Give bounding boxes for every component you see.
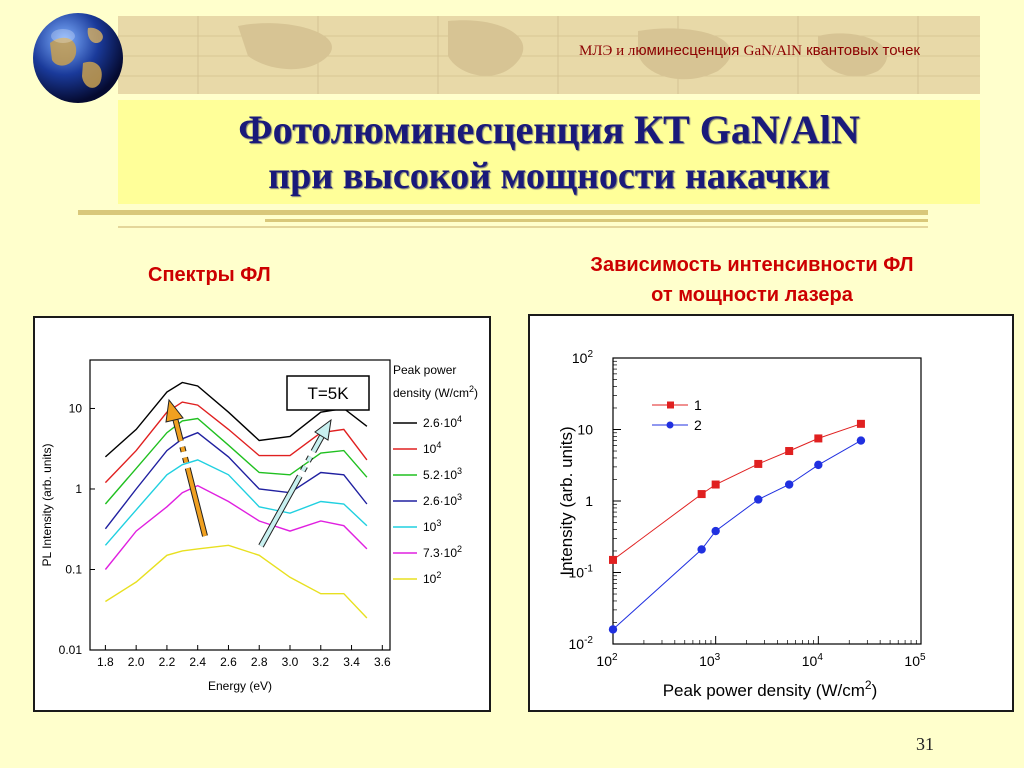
data-point: [856, 419, 865, 428]
header-part4: квантовых точек: [801, 42, 920, 59]
x-axis-label: Energy (eV): [208, 679, 272, 693]
temperature-box: [286, 375, 370, 411]
legend-marker: [667, 401, 674, 409]
globe-logo: [28, 8, 128, 108]
legend-marker: [666, 421, 674, 429]
legend-title-line1: Peak power: [393, 363, 456, 377]
y-tick-label: 10: [577, 422, 593, 438]
legend-label: 2: [694, 417, 702, 433]
right-caption-line1: Зависимость интенсивности ФЛ: [590, 254, 914, 276]
slide-title-line2: при высокой мощности накачки: [268, 155, 830, 197]
plot-frame: [89, 359, 391, 651]
header-title: МЛЭ и люминесценция GaN/AlN квантовых то…: [579, 42, 920, 60]
y-tick-label: 10-2: [569, 635, 594, 652]
series-line: [104, 417, 368, 505]
pl-spectra-panel: 1.8 2.0 2.2 2.4 2.6 2.8 3.0 3.2 3.4 3.6 0.01 0.1 1 10…: [33, 316, 491, 712]
series-line: [104, 484, 368, 570]
data-point: [784, 480, 794, 489]
x-tick-label: 103: [699, 652, 721, 669]
x-tick-label: 3.2: [312, 655, 329, 669]
x-tick-label: 2.8: [251, 655, 268, 669]
legend-label: 5.2·103: [423, 466, 462, 482]
series-line: [612, 423, 862, 561]
header-part3: GaN/AlN: [743, 43, 802, 59]
x-tick-label: 105: [904, 652, 926, 669]
peak-arrow-cyan: [258, 418, 332, 548]
x-tick-label: 2.2: [159, 655, 176, 669]
x-tick-label: 102: [596, 652, 618, 669]
right-caption: Зависимость интенсивности ФЛ от мощности…: [512, 250, 992, 310]
legend-title-line2: density (W/cm2): [393, 384, 478, 400]
data-point: [608, 625, 618, 634]
legend-label: 7.3·102: [423, 544, 462, 560]
series-line: [612, 440, 862, 630]
divider: [78, 210, 928, 215]
series-line: [104, 381, 368, 458]
legend-label: 1: [694, 397, 702, 413]
legend: 12: [652, 397, 702, 433]
data-point: [609, 555, 617, 564]
page-number: 31: [916, 734, 934, 754]
left-caption: Спектры ФЛ: [148, 264, 271, 286]
data-point: [711, 480, 720, 489]
header-part2: юминесценция: [635, 42, 744, 59]
series-line: [104, 459, 368, 546]
legend-label: 102: [423, 570, 441, 586]
series-line: [104, 431, 368, 530]
intensity-power-panel: 102 103 104 105 10-2 10-1 1 10 102 Peak power de…: [528, 314, 1014, 712]
y-tick-label: 0.1: [65, 562, 82, 576]
legend-label: 2.6·104: [423, 414, 462, 430]
x-tick-label: 3.6: [374, 655, 391, 669]
legend: Peak power density (W/cm2) 2.6·104 104 5.2…: [393, 363, 478, 586]
legend-label: 2.6·103: [423, 492, 462, 508]
data-point: [856, 436, 866, 445]
y-tick-label: 1: [75, 482, 82, 496]
data-point: [754, 459, 763, 468]
legend-label: 104: [423, 440, 441, 456]
x-tick-label: 3.0: [282, 655, 299, 669]
y-tick-label: 10-1: [569, 564, 594, 581]
x-axis-label: Peak power density (W/cm2): [663, 678, 878, 700]
temperature-label: T=5K: [307, 384, 349, 403]
header-part1: МЛЭ и л: [578, 43, 636, 59]
x-tick-label: 2.4: [189, 655, 206, 669]
data-point: [814, 460, 823, 470]
data-point: [785, 447, 794, 456]
x-tick-label: 104: [802, 652, 824, 669]
data-point: [814, 434, 823, 443]
header-banner: МЛЭ и люминесценция GaN/AlN квантовых то…: [118, 16, 980, 94]
x-tick-label: 2.0: [128, 655, 145, 669]
x-tick-label: 3.4: [343, 655, 360, 669]
y-tick-label: 0.01: [59, 643, 83, 657]
y-axis-label: PL Intensity (arb. units): [40, 444, 54, 567]
y-axis-label: Intensity (arb. units): [557, 426, 576, 575]
right-caption-line2: от мощности лазера: [651, 284, 853, 306]
y-tick-label: 10: [69, 401, 83, 415]
x-tick-label: 1.8: [97, 655, 114, 669]
data-point: [711, 526, 720, 536]
series-line: [105, 544, 368, 619]
plot-frame: [612, 357, 922, 645]
pl-spectra-chart: 1.8 2.0 2.2 2.4 2.6 2.8 3.0 3.2 3.4 3.6 0.01 0.1 1 10…: [40, 359, 478, 693]
divider: [265, 219, 928, 222]
x-tick-label: 2.6: [220, 655, 237, 669]
data-point: [697, 490, 706, 499]
intensity-power-chart: 102 103 104 105 10-2 10-1 1 10 102 Peak power de…: [557, 349, 926, 700]
y-tick-label: 1: [585, 493, 593, 509]
title-box: Фотолюминесценция КТ GaN/AlN при высокой…: [118, 100, 980, 204]
series-line: [104, 401, 368, 484]
world-map-background: [118, 16, 980, 94]
peak-arrow-orange: [165, 398, 208, 537]
data-point: [754, 495, 763, 504]
legend-label: 103: [423, 518, 441, 534]
slide-title-line1: Фотолюминесценция КТ GaN/AlN: [238, 107, 860, 152]
divider: [118, 226, 928, 228]
data-point: [697, 545, 706, 554]
y-tick-label: 102: [572, 349, 594, 366]
